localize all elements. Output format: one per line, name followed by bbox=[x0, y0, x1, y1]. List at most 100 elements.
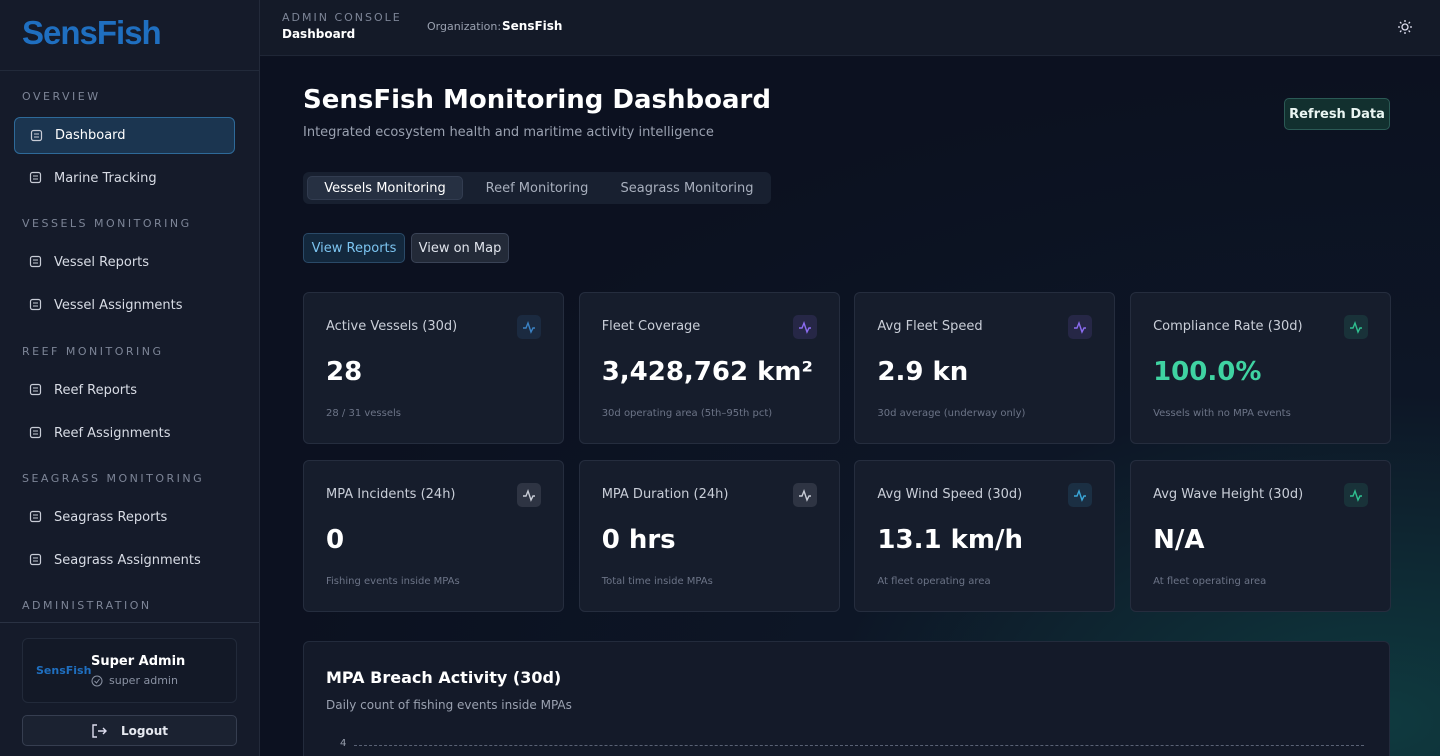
card-note: 30d average (underway only) bbox=[877, 408, 1026, 419]
stat-card: MPA Incidents (24h) 0 Fishing events insid… bbox=[303, 460, 564, 612]
nav-icon bbox=[29, 255, 42, 268]
stat-card: Avg Wave Height (30d) N/A At fleet operati… bbox=[1130, 460, 1392, 612]
card-icon bbox=[792, 315, 817, 339]
card-label: MPA Duration (24h) bbox=[601, 487, 729, 502]
tab[interactable]: Seagrass Monitoring bbox=[620, 180, 754, 196]
card-value: 3,428,762 km² bbox=[601, 357, 813, 387]
card-label: Compliance Rate (30d) bbox=[1153, 319, 1303, 334]
nav-icon bbox=[29, 383, 42, 396]
nav-icon bbox=[29, 171, 42, 184]
role-icon bbox=[91, 675, 103, 687]
nav-item[interactable]: Vessel Reports bbox=[14, 244, 235, 281]
card-label: MPA Incidents (24h) bbox=[326, 487, 456, 502]
grid-line bbox=[354, 745, 1364, 746]
nav-item-label: Reef Reports bbox=[54, 383, 138, 398]
card-note: Total time inside MPAs bbox=[601, 576, 713, 587]
page-subtitle: Integrated ecosystem health and maritime… bbox=[303, 125, 714, 140]
card-label: Avg Wind Speed (30d) bbox=[877, 487, 1023, 502]
card-icon bbox=[1344, 315, 1369, 339]
nav-item-label: Seagrass Reports bbox=[54, 510, 168, 525]
org-name: SensFish bbox=[502, 19, 563, 33]
card-glyph bbox=[523, 320, 535, 334]
nav-item[interactable]: Seagrass Reports bbox=[14, 499, 235, 536]
nav-item-label: Seagrass Assignments bbox=[54, 553, 201, 568]
main-content: SensFish Monitoring Dashboard Integrated… bbox=[260, 57, 1440, 756]
tab[interactable]: Vessels Monitoring bbox=[307, 176, 463, 200]
nav-item[interactable]: Dashboard bbox=[14, 117, 235, 154]
current-page: Dashboard bbox=[282, 27, 356, 41]
chart-title: MPA Breach Activity (30d) bbox=[326, 668, 562, 687]
nav-section-title: OVERVIEW bbox=[22, 90, 101, 103]
card-glyph bbox=[1074, 488, 1087, 502]
nav-section-title: SEAGRASS MONITORING bbox=[22, 472, 205, 485]
card-icon bbox=[792, 483, 817, 507]
nav-item[interactable]: Seagrass Assignments bbox=[14, 542, 235, 579]
nav-section-title: ADMINISTRATION bbox=[22, 599, 152, 612]
card-glyph bbox=[523, 488, 535, 502]
user-role: super admin bbox=[109, 674, 178, 687]
nav-icon bbox=[29, 510, 42, 523]
card-glyph bbox=[1350, 488, 1363, 502]
card-icon bbox=[517, 483, 541, 507]
card-glyph bbox=[798, 320, 811, 334]
card-value: 100.0% bbox=[1153, 357, 1262, 387]
divider bbox=[0, 622, 259, 623]
logout-label: Logout bbox=[120, 723, 168, 738]
divider bbox=[0, 70, 259, 71]
nav-item-label: Marine Tracking bbox=[54, 171, 157, 186]
card-value: 2.9 kn bbox=[877, 357, 969, 387]
theme-toggle[interactable] bbox=[1397, 19, 1413, 35]
card-value: 13.1 km/h bbox=[877, 525, 1023, 555]
card-label: Avg Wave Height (30d) bbox=[1153, 487, 1304, 502]
card-value: 0 bbox=[326, 525, 345, 555]
nav-icon bbox=[29, 426, 42, 439]
nav-item-label: Vessel Reports bbox=[54, 255, 150, 270]
page-title: SensFish Monitoring Dashboard bbox=[303, 85, 771, 115]
logout-icon bbox=[92, 723, 107, 738]
nav-item[interactable]: Vessel Assignments bbox=[14, 287, 235, 324]
stat-card: Compliance Rate (30d) 100.0% Vessels with … bbox=[1130, 292, 1392, 444]
refresh-button[interactable]: Refresh Data bbox=[1284, 98, 1390, 130]
card-icon bbox=[517, 315, 541, 339]
card-glyph bbox=[1350, 320, 1363, 334]
stat-card: Avg Fleet Speed 2.9 kn 30d average (underw… bbox=[854, 292, 1116, 444]
nav-icon bbox=[29, 298, 42, 311]
card-icon bbox=[1068, 315, 1093, 339]
card-note: Vessels with no MPA events bbox=[1153, 408, 1291, 419]
chart-subtitle: Daily count of fishing events inside MPA… bbox=[326, 698, 572, 712]
card-value: 28 bbox=[326, 357, 363, 387]
stat-card: Fleet Coverage 3,428,762 km² 30d operating… bbox=[578, 292, 840, 444]
y-tick-label: 4 bbox=[340, 738, 347, 749]
stat-card: Avg Wind Speed (30d) 13.1 km/h At fleet op… bbox=[854, 460, 1116, 612]
nav-item-label: Vessel Assignments bbox=[54, 298, 183, 313]
stat-card: Active Vessels (30d) 28 28 / 31 vessels bbox=[303, 292, 564, 444]
card-value: N/A bbox=[1153, 525, 1205, 555]
tab-bar: Vessels Monitoring Reef Monitoring Seagras… bbox=[303, 172, 771, 204]
nav-item[interactable]: Reef Assignments bbox=[14, 415, 235, 452]
logout-button[interactable]: Logout bbox=[22, 715, 237, 746]
nav-item-label: Dashboard bbox=[55, 128, 126, 143]
card-note: 30d operating area (5th–95th pct) bbox=[601, 408, 773, 419]
org-label: Organization: bbox=[427, 20, 502, 33]
card-note: At fleet operating area bbox=[1153, 576, 1267, 587]
user-card[interactable]: SensFish Super Admin super admin bbox=[22, 638, 237, 703]
card-glyph bbox=[1074, 320, 1087, 334]
nav-item[interactable]: Marine Tracking bbox=[14, 160, 235, 197]
card-glyph bbox=[798, 488, 811, 502]
nav-section-title: REEF MONITORING bbox=[22, 345, 164, 358]
action-button[interactable]: View on Map bbox=[411, 233, 509, 263]
action-button[interactable]: View Reports bbox=[303, 233, 405, 263]
user-name: Super Admin bbox=[91, 654, 186, 669]
card-label: Fleet Coverage bbox=[601, 319, 701, 334]
tab[interactable]: Reef Monitoring bbox=[485, 180, 589, 196]
nav-item-label: Reef Assignments bbox=[54, 426, 171, 441]
sidebar: SensFish OVERVIEW Dashboard Marine Trackin… bbox=[0, 0, 260, 756]
card-icon bbox=[1068, 483, 1093, 507]
stat-card: MPA Duration (24h) 0 hrs Total time inside… bbox=[578, 460, 840, 612]
nav-icon bbox=[29, 553, 42, 566]
card-label: Active Vessels (30d) bbox=[326, 319, 458, 334]
brand-logo[interactable]: SensFish bbox=[22, 14, 162, 51]
nav-item[interactable]: Reef Reports bbox=[14, 372, 235, 409]
top-bar: ADMIN CONSOLE Dashboard Organization: Se… bbox=[260, 0, 1440, 56]
